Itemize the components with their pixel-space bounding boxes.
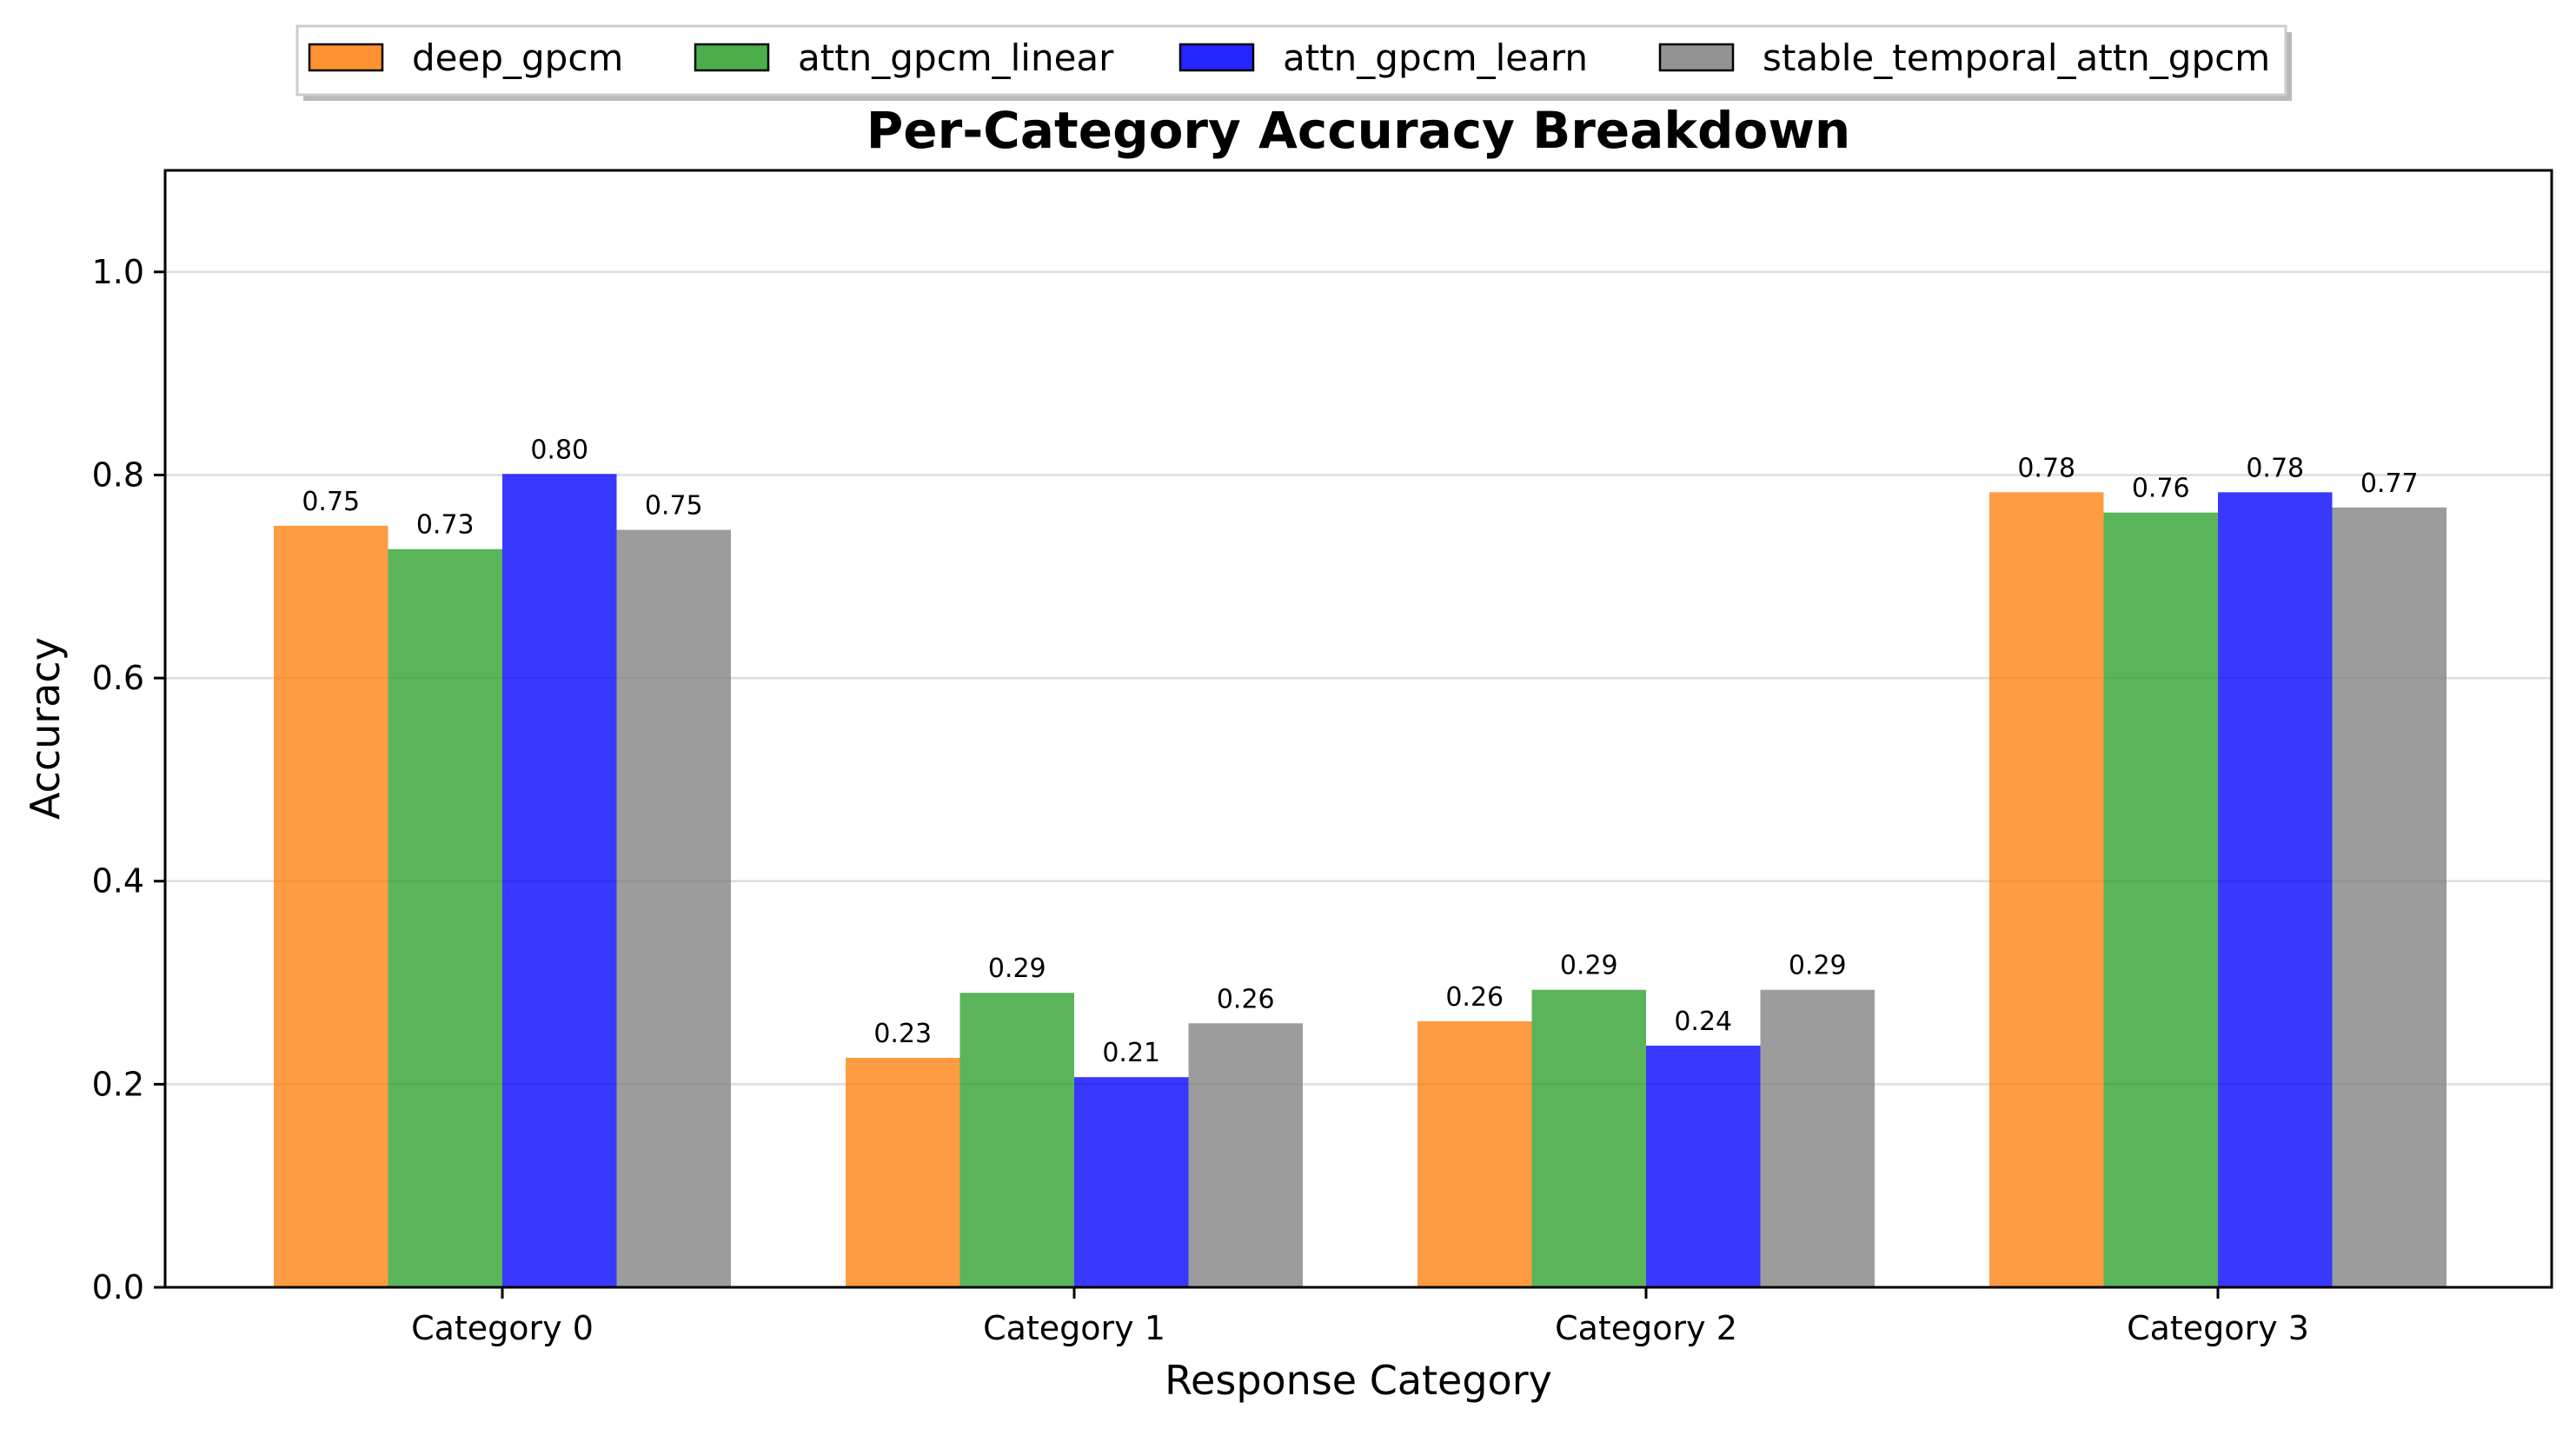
- chart-title: Per-Category Accuracy Breakdown: [866, 101, 1850, 160]
- legend-swatch: [1178, 43, 1255, 72]
- bar: [2332, 507, 2447, 1287]
- legend-swatch: [694, 43, 770, 72]
- value-label: 0.78: [2246, 453, 2304, 483]
- x-tick-label: Category 3: [2127, 1309, 2309, 1347]
- plot-frame: [163, 169, 2553, 1289]
- legend-swatch: [308, 43, 384, 72]
- bar: [2103, 512, 2218, 1287]
- y-axis: 0.0 0.2 0.4 0.6 0.8 1.0: [92, 253, 165, 1306]
- value-label: 0.24: [1674, 1007, 1732, 1037]
- x-tick-label: Category 2: [1555, 1309, 1737, 1347]
- legend-label: deep_gpcm: [412, 37, 623, 79]
- legend-label: attn_gpcm_learn: [1283, 37, 1588, 79]
- y-tick-label: 0.6: [92, 659, 144, 697]
- x-tick-label: Category 1: [983, 1309, 1165, 1347]
- value-label: 0.73: [416, 510, 475, 541]
- legend: deep_gpcm attn_gpcm_linear attn_gpcm_learn…: [295, 24, 2292, 101]
- bar: [616, 529, 731, 1287]
- bar: [502, 474, 617, 1287]
- value-label: 0.26: [1445, 982, 1504, 1013]
- y-tick-label: 0.0: [92, 1268, 144, 1306]
- value-label: 0.21: [1102, 1038, 1160, 1068]
- value-labels: 0.75 0.23 0.26 0.78 0.73 0.29 0.29 0.76 0.80 0.21…: [302, 435, 2418, 1068]
- legend-frame: [295, 24, 2287, 96]
- bar: [274, 525, 388, 1287]
- value-label: 0.80: [530, 435, 588, 465]
- legend-swatch: [1658, 43, 1735, 72]
- bar: [846, 1057, 960, 1287]
- y-tick-label: 1.0: [92, 253, 144, 291]
- x-tick-label: Category 0: [411, 1309, 594, 1347]
- bar: [1760, 989, 1875, 1287]
- bar: [959, 993, 1074, 1287]
- x-axis-label: Response Category: [1165, 1357, 1552, 1404]
- value-label: 0.26: [1217, 984, 1275, 1014]
- value-label: 0.29: [988, 954, 1046, 984]
- bar: [1188, 1023, 1303, 1287]
- y-tick-label: 0.8: [92, 455, 144, 494]
- value-label: 0.76: [2132, 474, 2190, 504]
- value-label: 0.78: [2017, 453, 2075, 483]
- y-axis-label: Accuracy: [22, 637, 69, 820]
- bar: [1989, 492, 2104, 1287]
- value-label: 0.75: [645, 491, 703, 522]
- value-label: 0.77: [2360, 469, 2419, 499]
- bar: [388, 548, 502, 1287]
- value-label: 0.29: [1789, 951, 1847, 981]
- value-label: 0.29: [1560, 951, 1618, 981]
- y-tick-label: 0.4: [92, 862, 144, 901]
- y-tick-label: 0.2: [92, 1065, 144, 1103]
- bars: [274, 474, 2447, 1287]
- value-label: 0.23: [873, 1019, 932, 1049]
- legend-label: attn_gpcm_linear: [798, 37, 1114, 79]
- value-label: 0.75: [302, 487, 360, 517]
- bar: [1646, 1045, 1761, 1287]
- legend-label: stable_temporal_attn_gpcm: [1763, 37, 2270, 79]
- x-axis: Category 0 Category 1 Category 2 Category 3: [411, 1287, 2309, 1347]
- bar: [1074, 1077, 1189, 1287]
- bar: [1531, 989, 1646, 1287]
- bar: [1417, 1020, 1532, 1287]
- bar: [2218, 492, 2333, 1287]
